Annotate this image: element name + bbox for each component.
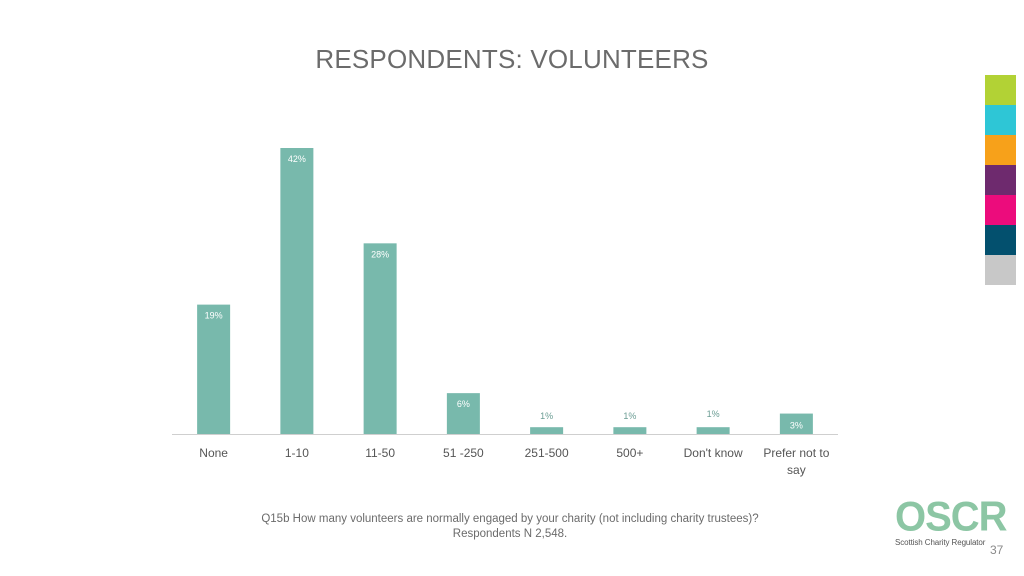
category-label: None [199,446,228,460]
bar [280,148,314,434]
data-label: 1% [707,409,720,419]
data-label: 1% [540,411,553,421]
page-title: RESPONDENTS: VOLUNTEERS [315,44,709,74]
oscr-logo: OSCR Scottish Charity Regulator [895,493,1008,555]
question-text: Q15b How many volunteers are normally en… [261,513,759,525]
data-label: 6% [457,399,470,409]
respondents-text: Respondents N 2,548. [452,528,568,540]
bar [696,427,730,434]
logo-text: OSCR [895,493,1008,541]
bar [363,243,397,434]
bar [197,304,231,434]
color-swatch [985,75,1016,105]
category-label: 251-500 [525,446,569,460]
data-label: 42% [288,154,306,164]
data-label: 1% [623,411,636,421]
data-label: 28% [371,249,389,259]
category-label: 500+ [616,446,643,460]
color-swatch [985,105,1016,135]
bar [446,393,480,434]
color-swatch [985,255,1016,285]
category-label: 1-10 [285,446,309,460]
data-label: 19% [205,311,223,321]
logo-subtitle: Scottish Charity Regulator [895,538,986,547]
bar-chart: 19% None 42% 1-10 28% 11-50 6% 51 -250 1% 251-500… [172,148,838,477]
category-label: say [787,463,806,477]
color-swatch [985,195,1016,225]
color-swatches [985,75,1016,285]
category-label: 11-50 [365,446,395,460]
category-label: 51 -250 [443,446,484,460]
bar [613,427,647,434]
bar [779,413,813,434]
bar [530,427,564,434]
data-label: 3% [790,421,803,431]
page-number: 37 [990,543,1004,557]
category-label: Prefer not to [763,446,829,460]
category-label: Don't know [684,446,743,460]
color-swatch [985,165,1016,195]
color-swatch [985,135,1016,165]
color-swatch [985,225,1016,255]
